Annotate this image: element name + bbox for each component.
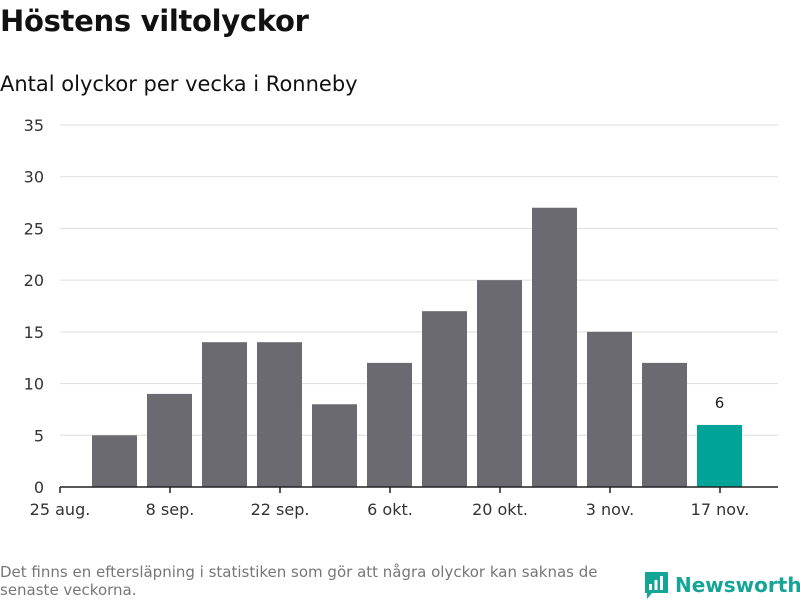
bar-highlighted (697, 424, 742, 487)
x-tick-label: 22 sep. (251, 500, 310, 519)
y-tick-label: 25 (24, 219, 44, 238)
x-tick-label: 20 okt. (472, 500, 528, 519)
y-tick-label: 15 (24, 323, 44, 342)
y-tick-label: 35 (24, 116, 44, 135)
bar (92, 435, 137, 487)
bar (202, 342, 247, 487)
chart-subtitle: Antal olyckor per vecka i Ronneby (0, 72, 358, 96)
bar (312, 404, 357, 487)
chart-title: Höstens viltolyckor (0, 4, 309, 38)
y-tick-label: 10 (24, 375, 44, 394)
footnote: Det finns en eftersläpning i statistiken… (0, 563, 598, 599)
bar (477, 280, 522, 487)
y-tick-label: 5 (34, 426, 44, 445)
bar-chart: 0 5 10 15 20 25 30 35 6 25 aug. 8 sep. 22 sep. 6 okt… (24, 116, 778, 519)
bar (532, 207, 577, 487)
bar (367, 362, 412, 487)
data-label: 6 (715, 394, 725, 412)
bar (147, 393, 192, 487)
y-tick-label: 0 (34, 478, 44, 497)
x-tick-label: 25 aug. (30, 500, 91, 519)
y-tick-label: 20 (24, 271, 44, 290)
x-tick-label: 8 sep. (146, 500, 195, 519)
x-tick-label: 17 nov. (691, 500, 750, 519)
bar (422, 311, 467, 487)
bar (587, 331, 632, 487)
brand-name: Newsworthy (675, 573, 800, 597)
y-tick-label: 30 (24, 168, 44, 187)
brand[interactable]: Newsworthy (644, 570, 800, 600)
bar (257, 342, 302, 487)
x-tick-label: 3 nov. (586, 500, 635, 519)
bar (642, 362, 687, 487)
newsworthy-logo-icon (645, 572, 668, 599)
x-tick-label: 6 okt. (367, 500, 413, 519)
